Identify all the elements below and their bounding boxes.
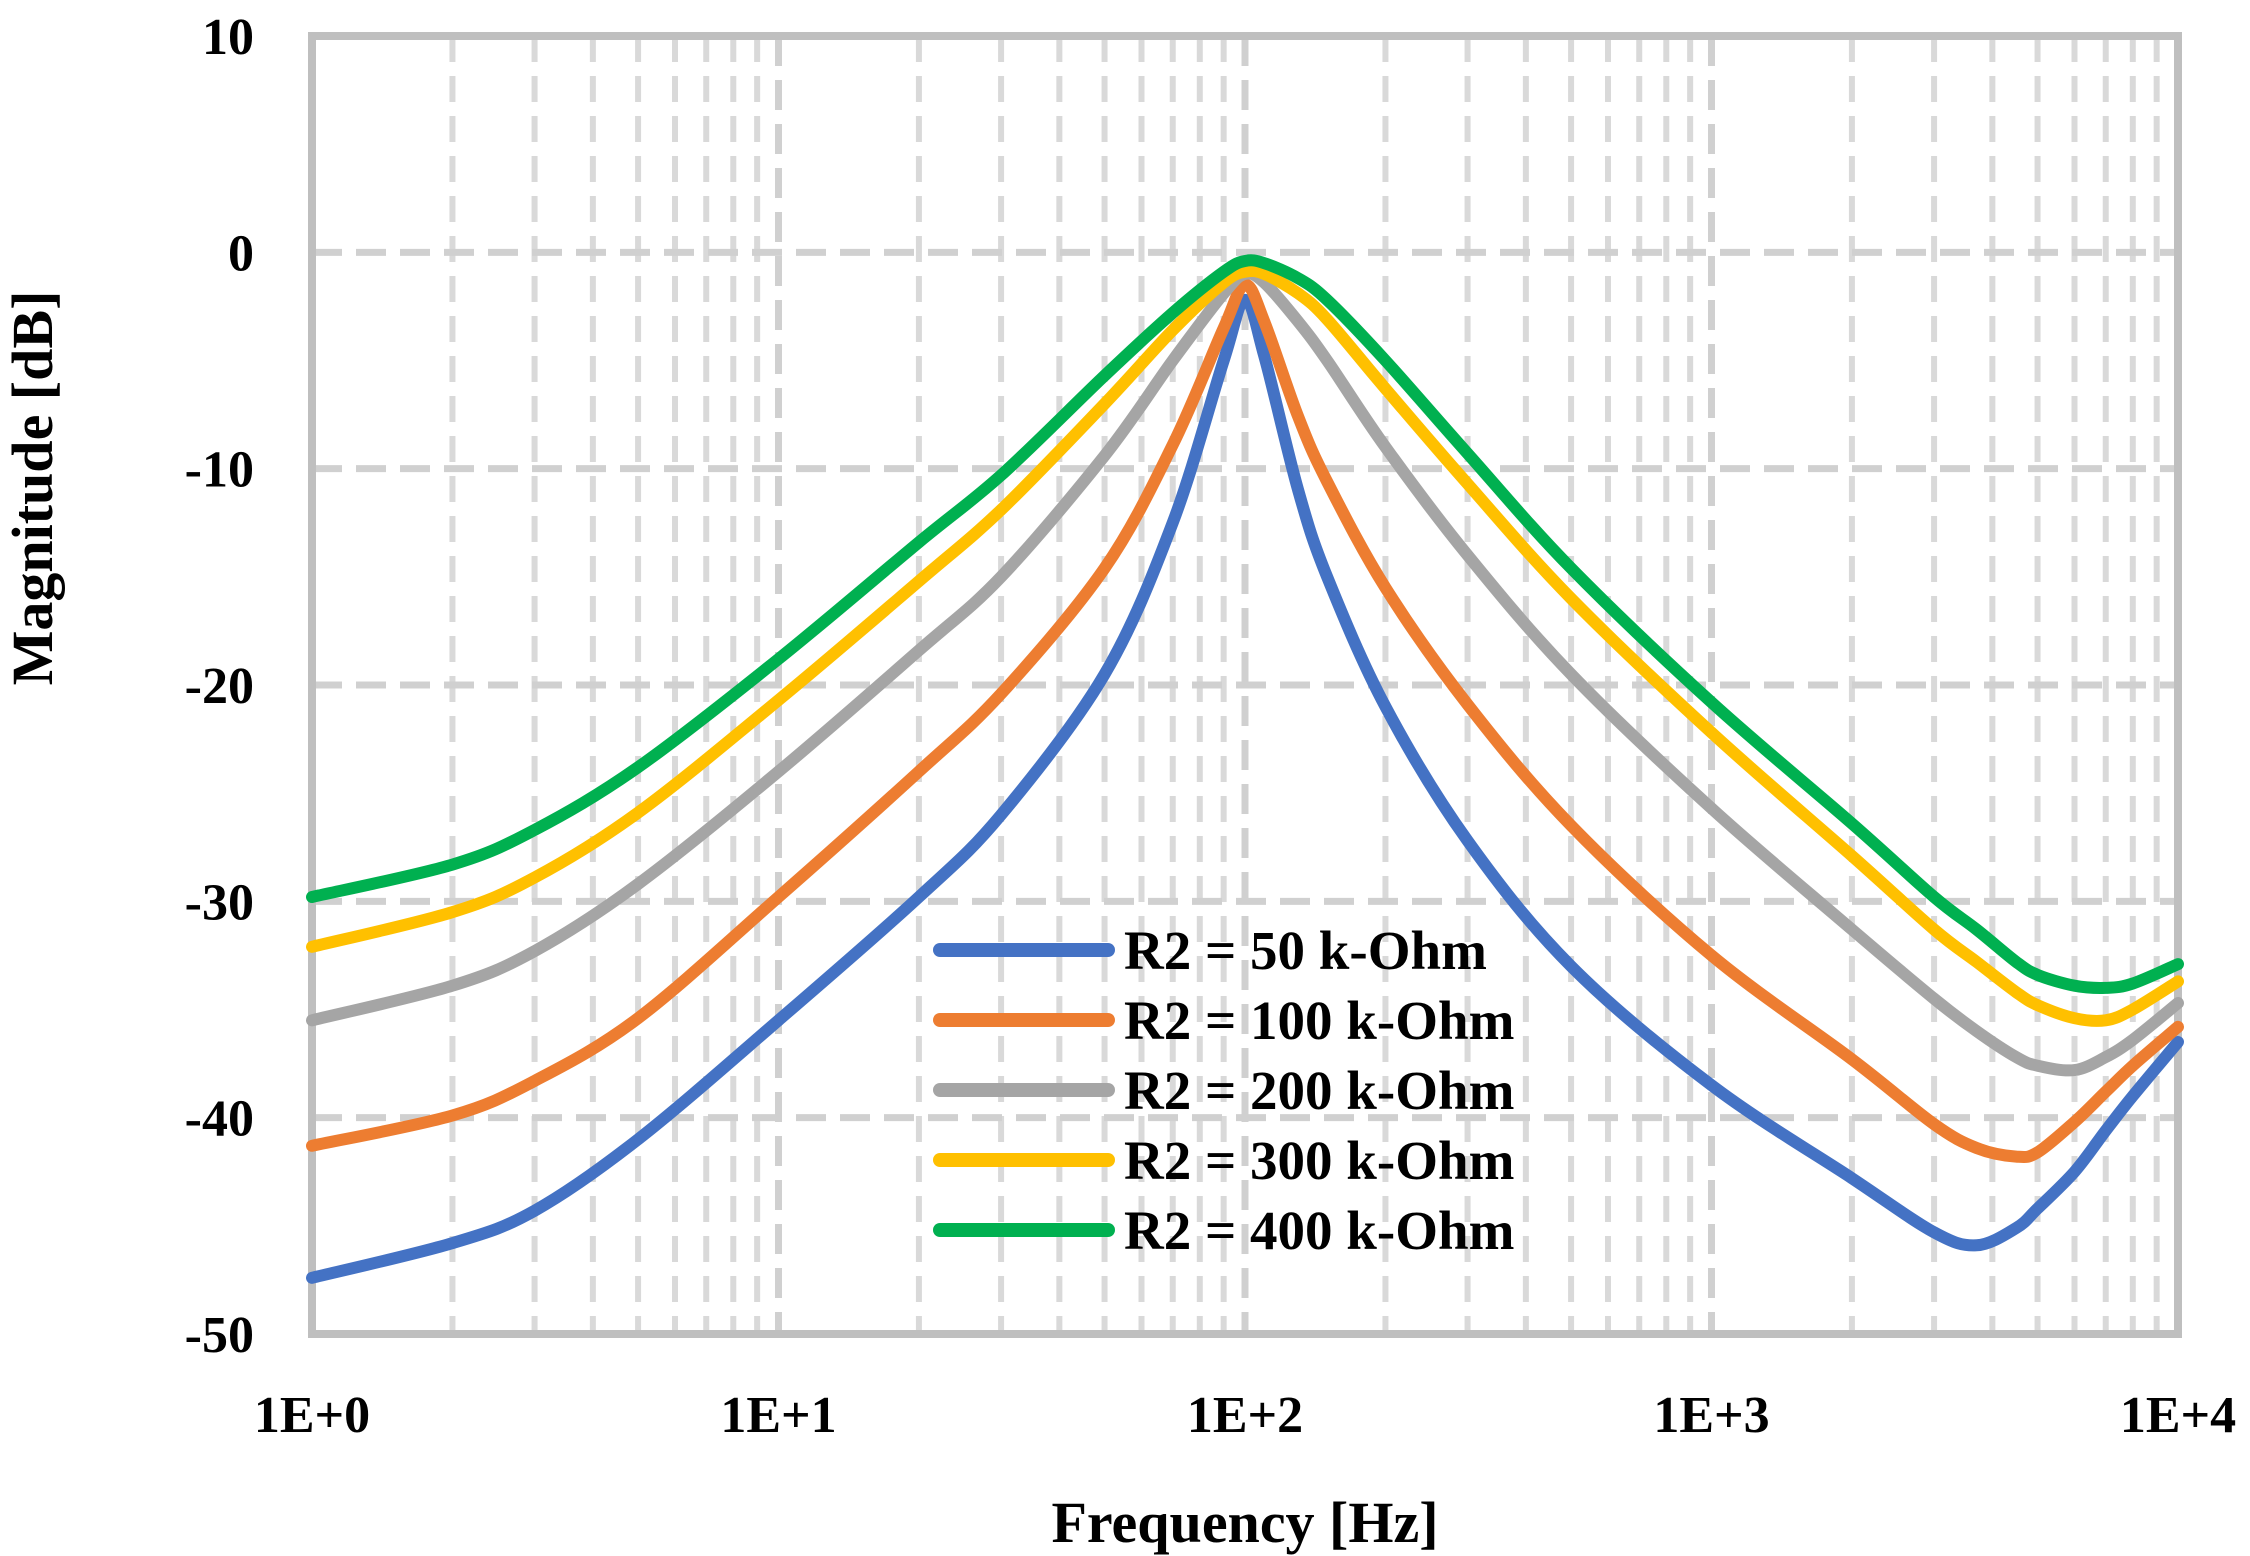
series-line-3 (306, 267, 2184, 1077)
series-lines (306, 254, 2184, 1284)
y-tick-label: -40 (185, 1091, 254, 1148)
legend-label-1: R2 = 50 k-Ohm (1124, 920, 1487, 981)
legend-label-3: R2 = 200 k-Ohm (1124, 1060, 1514, 1121)
x-axis-tick-labels: 1E+0 1E+1 1E+2 1E+3 1E+4 (254, 1387, 2236, 1444)
series-line-2 (306, 278, 2184, 1164)
y-tick-label: -30 (185, 874, 254, 931)
x-tick-label: 1E+0 (254, 1387, 370, 1444)
y-tick-label: 10 (202, 9, 254, 66)
plot-area-border (308, 32, 2182, 1338)
legend: R2 = 50 k-Ohm R2 = 100 k-Ohm R2 = 200 k-Oh… (933, 920, 1514, 1261)
legend-label-5: R2 = 400 k-Ohm (1124, 1200, 1514, 1261)
y-tick-label: -20 (185, 658, 254, 715)
x-tick-label: 1E+4 (2120, 1387, 2236, 1444)
y-axis-tick-labels: 10 0 -10 -20 -30 -40 -50 (185, 9, 254, 1364)
y-tick-label: -10 (185, 442, 254, 499)
legend-label-2: R2 = 100 k-Ohm (1124, 990, 1514, 1051)
y-tick-label: -50 (185, 1307, 254, 1364)
series-line-1 (306, 293, 2184, 1284)
x-tick-label: 1E+1 (720, 1387, 836, 1444)
x-axis-title: Frequency [Hz] (1051, 1490, 1438, 1555)
x-tick-label: 1E+3 (1653, 1387, 1769, 1444)
y-tick-label: 0 (228, 225, 254, 282)
series-line-4 (306, 264, 2184, 1027)
x-tick-label: 1E+2 (1187, 1387, 1303, 1444)
legend-label-4: R2 = 300 k-Ohm (1124, 1130, 1514, 1191)
series-line-5 (306, 254, 2184, 994)
y-axis-title: Magnitude [dB] (0, 291, 65, 686)
